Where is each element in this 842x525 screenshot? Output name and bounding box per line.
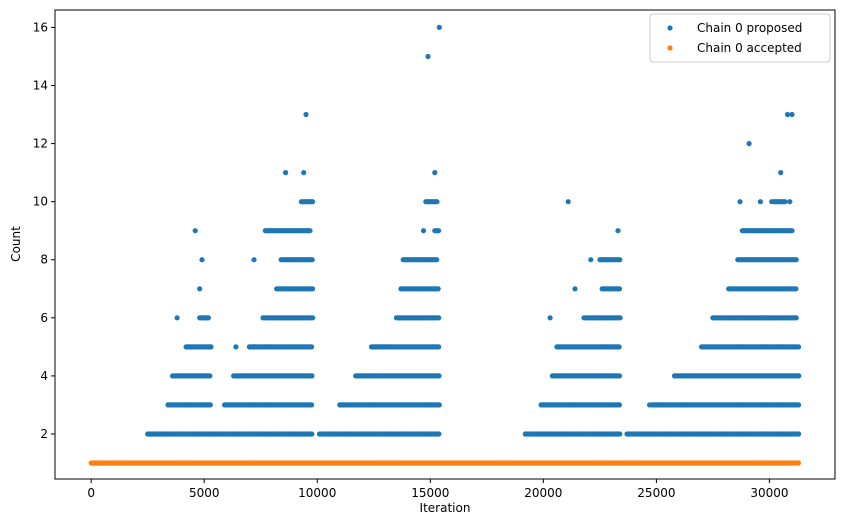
legend: Chain 0 proposed Chain 0 accepted bbox=[649, 13, 831, 63]
proposed-point bbox=[203, 315, 210, 321]
plot-frame bbox=[54, 9, 836, 480]
proposed-point bbox=[303, 111, 309, 118]
y-axis-label: Count bbox=[9, 226, 23, 262]
proposed-point bbox=[793, 286, 799, 292]
legend-label-accepted: Chain 0 accepted bbox=[697, 41, 802, 55]
proposed-point bbox=[778, 170, 784, 176]
proposed-point bbox=[796, 344, 802, 350]
proposed-point bbox=[647, 402, 653, 408]
proposed-point bbox=[301, 170, 307, 176]
proposed-point bbox=[565, 199, 571, 205]
legend-marker-proposed bbox=[667, 25, 673, 31]
proposed-point bbox=[615, 228, 621, 234]
proposed-point bbox=[378, 373, 384, 379]
proposed-point bbox=[617, 257, 623, 263]
proposed-point bbox=[309, 257, 315, 263]
proposed-point bbox=[796, 402, 802, 408]
proposed-point bbox=[197, 286, 203, 292]
proposed-point bbox=[251, 257, 257, 263]
y-tick-label: 4 bbox=[40, 369, 48, 383]
legend-marker-accepted bbox=[667, 45, 673, 51]
proposed-point bbox=[616, 373, 623, 379]
proposed-point bbox=[269, 228, 275, 234]
x-tick-label: 0 bbox=[87, 486, 95, 500]
x-tick-label: 20000 bbox=[524, 486, 562, 500]
proposed-point bbox=[617, 315, 623, 321]
proposed-point bbox=[796, 431, 802, 437]
proposed-point bbox=[420, 228, 427, 234]
proposed-point bbox=[207, 373, 213, 379]
proposed-point bbox=[737, 199, 743, 205]
proposed-point bbox=[310, 199, 316, 205]
proposed-point bbox=[208, 344, 214, 350]
y-tick-label: 12 bbox=[33, 137, 48, 151]
proposed-point bbox=[796, 373, 802, 379]
legend-label-proposed: Chain 0 proposed bbox=[697, 21, 802, 35]
proposed-point bbox=[434, 257, 440, 263]
proposed-point bbox=[434, 199, 440, 205]
y-tick-label: 2 bbox=[40, 427, 48, 441]
y-tick-label: 14 bbox=[33, 79, 48, 93]
x-axis-ticks: 0 5000 10000 15000 20000 25000 30000 bbox=[87, 479, 789, 500]
proposed-point bbox=[789, 111, 795, 118]
proposed-point bbox=[436, 228, 442, 234]
proposed-point bbox=[207, 402, 213, 408]
x-tick-label: 5000 bbox=[189, 486, 220, 500]
proposed-point bbox=[793, 315, 799, 321]
proposed-point bbox=[588, 257, 594, 263]
accepted-point bbox=[795, 460, 802, 466]
proposed-point bbox=[233, 344, 239, 350]
proposed-point bbox=[337, 402, 343, 408]
proposed-point bbox=[425, 53, 431, 60]
proposed-point bbox=[616, 286, 623, 292]
x-tick-label: 15000 bbox=[411, 486, 449, 500]
proposed-point bbox=[199, 257, 205, 263]
proposed-point bbox=[617, 431, 623, 437]
proposed-point bbox=[436, 315, 442, 321]
proposed-point bbox=[789, 228, 795, 234]
proposed-point bbox=[782, 199, 788, 205]
proposed-point bbox=[435, 286, 441, 292]
proposed-point bbox=[616, 344, 622, 350]
y-axis-ticks: 2 4 6 8 10 12 14 16 bbox=[33, 20, 55, 441]
proposed-point bbox=[757, 199, 764, 205]
x-tick-label: 10000 bbox=[298, 486, 336, 500]
y-tick-label: 8 bbox=[40, 253, 48, 267]
x-axis-label: Iteration bbox=[420, 501, 471, 515]
proposed-point bbox=[547, 315, 553, 321]
proposed-point bbox=[436, 373, 442, 379]
proposed-point bbox=[174, 315, 180, 321]
proposed-point bbox=[616, 402, 623, 408]
proposed-point bbox=[309, 402, 315, 408]
proposed-point bbox=[746, 141, 752, 147]
proposed-point bbox=[793, 257, 799, 263]
proposed-point bbox=[309, 373, 315, 379]
proposed-point bbox=[192, 228, 198, 234]
proposed-point bbox=[787, 199, 793, 205]
proposed-point bbox=[784, 111, 791, 118]
proposed-point bbox=[432, 170, 438, 176]
proposed-point bbox=[436, 24, 442, 30]
proposed-point bbox=[658, 402, 664, 408]
proposed-point bbox=[310, 315, 316, 321]
proposed-point bbox=[769, 199, 775, 205]
proposed-point bbox=[436, 402, 442, 408]
proposed-point bbox=[436, 344, 442, 350]
x-tick-label: 30000 bbox=[750, 486, 788, 500]
x-tick-label: 25000 bbox=[637, 486, 675, 500]
y-tick-label: 16 bbox=[33, 20, 48, 34]
plot-points bbox=[88, 24, 802, 466]
proposed-point bbox=[436, 431, 442, 437]
y-tick-label: 10 bbox=[33, 195, 48, 209]
proposed-point bbox=[310, 286, 316, 292]
y-tick-label: 6 bbox=[40, 311, 48, 325]
proposed-point bbox=[309, 344, 315, 350]
proposed-point bbox=[283, 170, 289, 176]
legend-box bbox=[649, 13, 831, 63]
proposed-point bbox=[309, 431, 315, 437]
proposed-point bbox=[572, 286, 578, 292]
proposed-point bbox=[307, 228, 313, 234]
